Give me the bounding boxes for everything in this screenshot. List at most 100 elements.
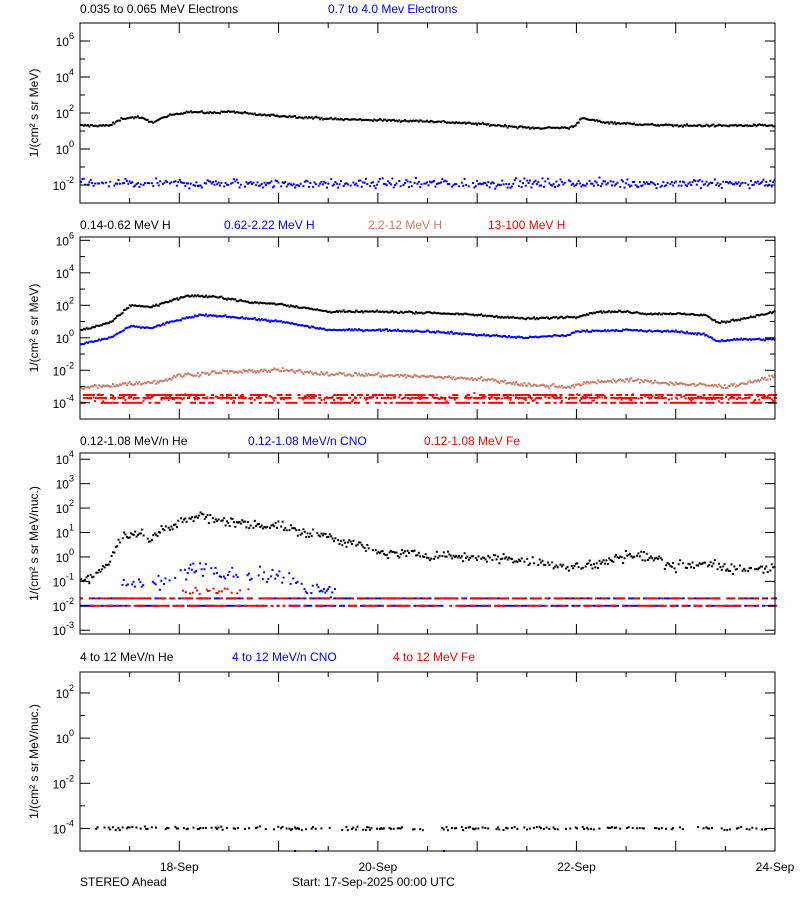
- data-point: [672, 184, 675, 187]
- data-point: [472, 181, 474, 184]
- data-point: [327, 604, 331, 607]
- data-point: [152, 326, 155, 329]
- data-point: [501, 380, 504, 383]
- data-point: [166, 827, 169, 829]
- data-point: [139, 581, 142, 584]
- data-point: [448, 332, 451, 335]
- data-point: [148, 401, 152, 404]
- data-point: [470, 377, 473, 379]
- data-point: [143, 305, 146, 308]
- data-point: [179, 569, 182, 572]
- data-point: [467, 185, 470, 188]
- data-point: [754, 568, 757, 571]
- data-point: [483, 333, 486, 336]
- data-point: [255, 396, 259, 399]
- data-point: [407, 394, 411, 396]
- data-point: [135, 826, 138, 829]
- data-point: [529, 562, 531, 565]
- data-point: [121, 826, 124, 829]
- data-point: [481, 379, 484, 382]
- data-point: [698, 314, 701, 317]
- data-point: [231, 315, 234, 318]
- data-point: [697, 383, 700, 386]
- data-point: [392, 186, 395, 189]
- data-point: [616, 379, 619, 382]
- data-point: [280, 115, 283, 118]
- data-point: [312, 185, 315, 188]
- data-point: [433, 121, 436, 124]
- data-point: [220, 394, 223, 396]
- data-point: [644, 559, 647, 562]
- data-point: [531, 317, 534, 320]
- data-point: [720, 568, 723, 571]
- data-point: [303, 587, 306, 590]
- data-point: [469, 333, 472, 335]
- data-point: [311, 584, 314, 587]
- y-tick-label: 10-4: [53, 818, 74, 836]
- data-point: [334, 181, 337, 183]
- data-point: [718, 340, 720, 343]
- data-point: [453, 122, 456, 125]
- data-point: [296, 184, 299, 187]
- data-point: [652, 313, 655, 315]
- data-point: [553, 604, 557, 607]
- data-point: [446, 401, 450, 404]
- data-point: [669, 183, 672, 185]
- data-point: [349, 374, 352, 377]
- data-point: [160, 604, 164, 607]
- data-point: [654, 183, 657, 186]
- data-point: [288, 827, 291, 830]
- data-point: [155, 826, 157, 829]
- data-point: [162, 379, 164, 382]
- data-point: [395, 597, 399, 600]
- data-point: [202, 111, 205, 114]
- data-point: [484, 123, 487, 126]
- data-point: [127, 396, 131, 399]
- data-point: [476, 379, 479, 382]
- data-point: [488, 124, 491, 127]
- data-point: [164, 828, 167, 830]
- data-point: [763, 123, 766, 126]
- data-point: [738, 338, 741, 341]
- data-point: [477, 333, 480, 336]
- data-point: [112, 604, 116, 607]
- data-point: [389, 394, 393, 396]
- data-point: [588, 382, 591, 385]
- data-point: [123, 309, 126, 311]
- data-point: [349, 540, 352, 543]
- data-point: [182, 317, 185, 320]
- data-point: [545, 384, 548, 387]
- data-point: [601, 604, 605, 607]
- data-point: [124, 394, 128, 396]
- data-point: [523, 177, 526, 180]
- data-point: [737, 384, 740, 387]
- data-point: [631, 312, 634, 315]
- data-point: [770, 124, 773, 127]
- data-point: [130, 597, 134, 600]
- legend-4-2: 4 to 12 MeV/n CNO: [232, 650, 337, 664]
- data-point: [611, 184, 613, 187]
- data-point: [135, 305, 138, 307]
- data-point: [96, 182, 99, 185]
- data-point: [163, 604, 167, 607]
- data-point: [117, 119, 120, 122]
- data-point: [256, 523, 259, 526]
- data-point: [278, 115, 281, 118]
- data-point: [538, 597, 542, 600]
- data-point: [401, 401, 405, 404]
- data-point: [143, 327, 146, 329]
- data-point: [576, 827, 579, 830]
- data-point: [306, 592, 309, 595]
- data-point: [708, 396, 712, 399]
- data-point: [142, 584, 145, 587]
- data-point: [447, 183, 449, 186]
- data-point: [506, 558, 509, 561]
- data-point: [494, 604, 497, 607]
- data-point: [473, 604, 477, 607]
- data-point: [223, 396, 226, 399]
- data-point: [708, 394, 712, 396]
- data-point: [384, 183, 387, 186]
- data-point: [508, 125, 511, 127]
- data-point: [387, 557, 390, 559]
- data-point: [299, 533, 302, 536]
